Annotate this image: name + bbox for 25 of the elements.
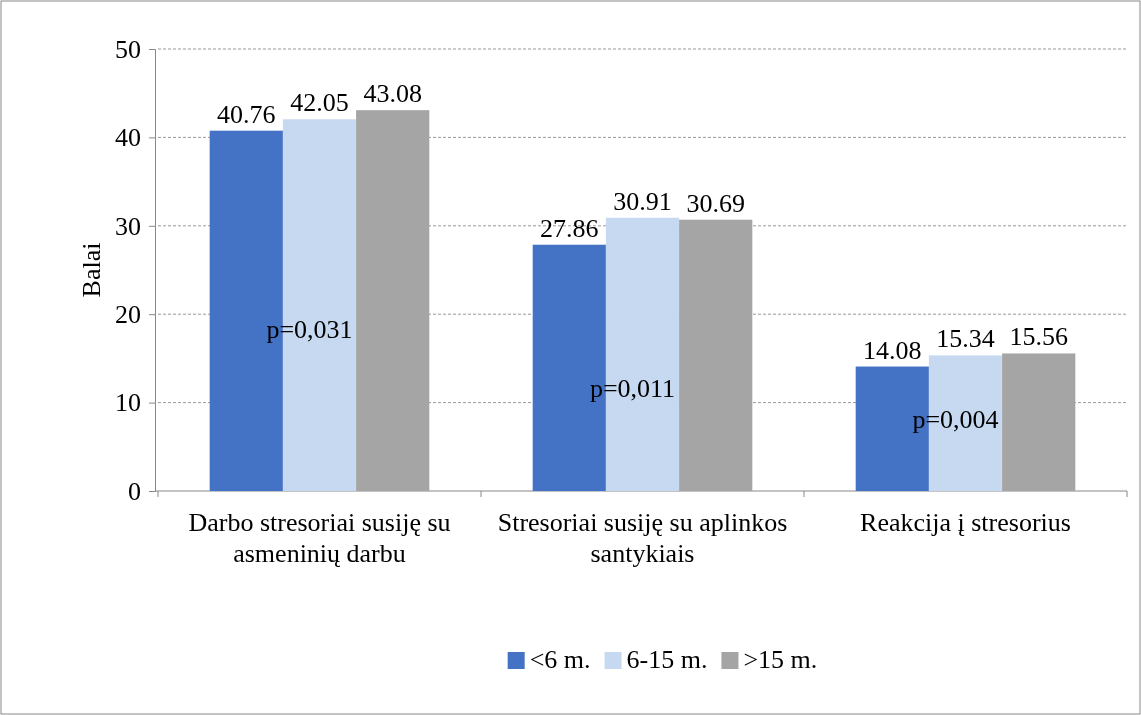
- y-tick-label: 0: [128, 476, 141, 506]
- data-label: 15.34: [936, 324, 995, 354]
- data-label: 15.56: [1009, 322, 1068, 352]
- data-label: 40.76: [217, 99, 276, 129]
- y-tick-label: 50: [115, 34, 141, 64]
- x-tick-label: Stresoriai susiję su aplinkos santykiais: [497, 508, 788, 569]
- legend-label: 6-15 m.: [626, 645, 708, 674]
- annotation: p=0,004: [912, 405, 999, 434]
- data-label: 14.08: [863, 335, 922, 365]
- y-tick-label: 40: [115, 123, 141, 153]
- y-axis-title: Balai: [77, 242, 106, 298]
- data-label: 43.08: [363, 79, 422, 109]
- annotation: p=0,011: [589, 374, 676, 403]
- y-tick-label: 10: [115, 388, 141, 418]
- data-label: 27.86: [540, 213, 599, 243]
- data-label: 30.91: [613, 186, 672, 216]
- x-tick-label: Darbo stresoriai susiję su asmeninių darbu: [188, 508, 451, 569]
- legend-label: >15 m.: [743, 645, 818, 674]
- y-tick-label: 20: [115, 300, 141, 330]
- legend-label: <6 m.: [529, 645, 591, 674]
- annotation: p=0,031: [266, 315, 353, 344]
- y-tick-label: 30: [115, 211, 141, 241]
- x-tick-label: Reakcija į stresorius: [860, 508, 1071, 537]
- data-label: 42.05: [290, 88, 349, 118]
- data-label: 30.69: [686, 188, 745, 218]
